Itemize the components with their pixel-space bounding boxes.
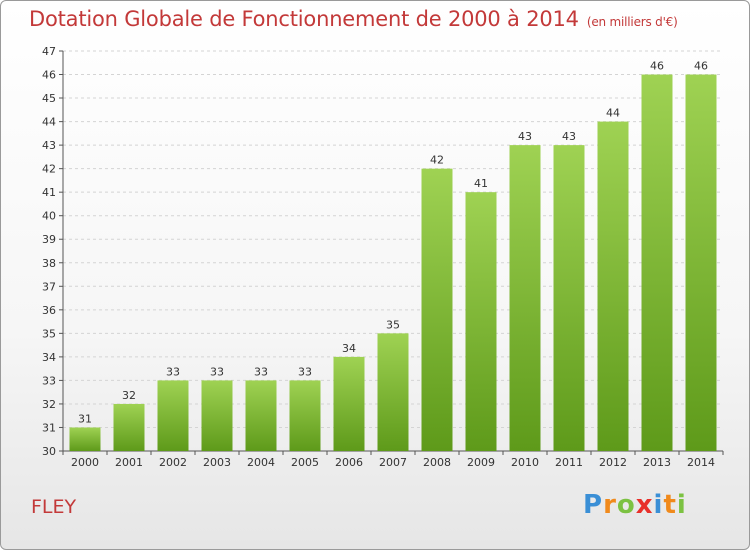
y-tick-label: 41 bbox=[42, 186, 56, 199]
x-tick-label: 2000 bbox=[71, 456, 99, 469]
bar bbox=[553, 145, 585, 451]
chart-title: Dotation Globale de Fonctionnement de 20… bbox=[29, 7, 678, 31]
axes: 30 31 32 33 34 35 36 37 38 39 40 41 42 43 44 45 46 47 2000… bbox=[42, 45, 724, 469]
x-tick-label: 2002 bbox=[159, 456, 187, 469]
y-tick-label: 30 bbox=[42, 445, 56, 458]
chart-title-text: Dotation Globale de Fonctionnement de 20… bbox=[29, 7, 579, 31]
data-label: 42 bbox=[430, 154, 444, 167]
y-tick-label: 36 bbox=[42, 304, 56, 317]
bar bbox=[465, 192, 497, 452]
bar bbox=[597, 121, 629, 452]
data-label: 46 bbox=[650, 60, 664, 73]
x-tick-label: 2013 bbox=[643, 456, 671, 469]
bar bbox=[377, 333, 409, 451]
unit-note: (en milliers d'€) bbox=[586, 15, 678, 29]
x-tick-label: 2008 bbox=[423, 456, 451, 469]
y-tick-label: 42 bbox=[42, 163, 56, 176]
data-label: 43 bbox=[562, 130, 576, 143]
y-tick-label: 37 bbox=[42, 280, 56, 293]
data-label: 46 bbox=[694, 60, 708, 73]
data-label: 32 bbox=[122, 389, 136, 402]
x-tick-label: 2014 bbox=[687, 456, 715, 469]
data-label: 33 bbox=[298, 365, 312, 378]
bar bbox=[685, 74, 717, 451]
y-tick-label: 45 bbox=[42, 92, 56, 105]
x-tick-label: 2006 bbox=[335, 456, 363, 469]
y-tick-label: 39 bbox=[42, 233, 56, 246]
data-label: 33 bbox=[254, 365, 268, 378]
y-tick-label: 44 bbox=[42, 116, 56, 129]
bar bbox=[641, 74, 673, 451]
bar bbox=[113, 403, 145, 451]
y-tick-label: 34 bbox=[42, 351, 56, 364]
y-tick-label: 33 bbox=[42, 374, 56, 387]
data-label: 44 bbox=[606, 107, 620, 120]
data-label: 34 bbox=[342, 342, 356, 355]
y-tick-label: 43 bbox=[42, 139, 56, 152]
data-labels: 31 32 33 33 33 33 34 35 42 41 43 43 44 46 46 bbox=[78, 60, 708, 426]
bar bbox=[245, 380, 277, 451]
bar bbox=[201, 380, 233, 451]
y-tick-label: 46 bbox=[42, 69, 56, 82]
bar bbox=[157, 380, 189, 451]
x-tick-label: 2007 bbox=[379, 456, 407, 469]
x-tick-label: 2009 bbox=[467, 456, 495, 469]
y-tick-label: 40 bbox=[42, 210, 56, 223]
bar bbox=[69, 427, 101, 451]
proxiti-logo: Proxiti bbox=[583, 490, 687, 520]
x-tick-label: 2010 bbox=[511, 456, 539, 469]
x-tick-label: 2003 bbox=[203, 456, 231, 469]
data-label: 43 bbox=[518, 130, 532, 143]
bars bbox=[69, 74, 717, 452]
y-tick-label: 47 bbox=[42, 45, 56, 58]
bar bbox=[421, 168, 453, 451]
y-tick-label: 31 bbox=[42, 421, 56, 434]
bar bbox=[289, 380, 321, 451]
x-tick-label: 2012 bbox=[599, 456, 627, 469]
commune-name: FLEY bbox=[31, 496, 77, 518]
y-tick-label: 32 bbox=[42, 398, 56, 411]
data-label: 35 bbox=[386, 318, 400, 331]
y-tick-label: 38 bbox=[42, 257, 56, 270]
y-tick-label: 35 bbox=[42, 327, 56, 340]
bar bbox=[509, 145, 541, 451]
data-label: 41 bbox=[474, 177, 488, 190]
data-label: 33 bbox=[166, 365, 180, 378]
x-tick-label: 2001 bbox=[115, 456, 143, 469]
data-label: 31 bbox=[78, 412, 92, 425]
x-tick-label: 2004 bbox=[247, 456, 275, 469]
data-label: 33 bbox=[210, 365, 224, 378]
bar bbox=[333, 356, 365, 451]
x-tick-label: 2005 bbox=[291, 456, 319, 469]
x-tick-label: 2011 bbox=[555, 456, 583, 469]
